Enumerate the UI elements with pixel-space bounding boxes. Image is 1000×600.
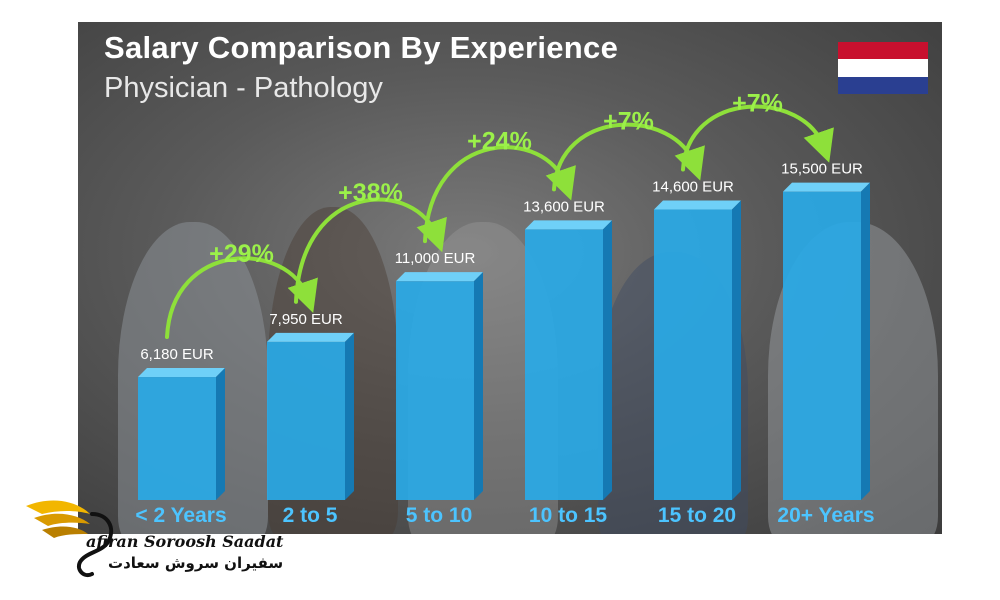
bar-front — [138, 377, 216, 500]
change-arrow-icon — [681, 104, 834, 172]
change-label: +29% — [209, 240, 274, 268]
category-label: < 2 Years — [135, 504, 226, 527]
value-label: 14,600 EUR — [652, 179, 734, 196]
chart-title: Salary Comparison By Experience — [104, 30, 619, 65]
bar — [783, 182, 870, 500]
bar-top — [267, 332, 354, 342]
bar — [654, 200, 741, 500]
flag-stripe-red — [838, 42, 928, 60]
category-label: 5 to 10 — [406, 504, 473, 527]
value-label: 6,180 EUR — [140, 346, 214, 363]
value-label: 13,600 EUR — [523, 198, 605, 215]
netherlands-flag-icon — [838, 42, 928, 94]
change-arrow-icon — [423, 145, 576, 244]
bar-side — [861, 182, 870, 500]
flag-stripe-blue — [838, 76, 928, 94]
change-label: +38% — [338, 179, 403, 207]
value-label: 7,950 EUR — [269, 311, 343, 328]
bar — [525, 220, 612, 500]
logo-persian-text: سفیران سروش سعادت — [108, 554, 284, 572]
bar-front — [267, 341, 345, 500]
chart-subtitle: Physician - Pathology — [104, 72, 383, 104]
change-arrow-icon — [294, 197, 447, 304]
category-label: 2 to 5 — [283, 504, 338, 527]
bar — [396, 272, 483, 500]
category-label: 15 to 20 — [658, 504, 736, 527]
bar-front — [783, 191, 861, 500]
bar-top — [525, 220, 612, 230]
chart-panel: 6,180 EUR < 2 Years 7,950 EUR 2 to 5 11,000 … — [78, 22, 942, 534]
change-label: +7% — [603, 108, 654, 136]
bar-chart: 6,180 EUR < 2 Years 7,950 EUR 2 to 5 11,000 … — [135, 90, 874, 527]
bar-side — [474, 272, 483, 500]
logo-english-text: afiran Soroosh Saadat — [86, 532, 284, 551]
flag-stripe-white — [838, 59, 928, 77]
wing-logo-icon — [26, 500, 114, 577]
change-arrow-icon — [552, 122, 705, 192]
category-label: 10 to 15 — [529, 504, 608, 527]
bar-front — [654, 209, 732, 500]
change-arrow-icon — [165, 256, 318, 340]
bar-front — [396, 281, 474, 500]
bar-front — [525, 229, 603, 500]
bar-side — [603, 220, 612, 500]
bar-top — [783, 182, 870, 192]
bar-top — [654, 200, 741, 210]
bar-top — [138, 368, 225, 378]
value-label: 15,500 EUR — [781, 161, 863, 178]
bar — [267, 332, 354, 500]
bar-side — [216, 368, 225, 500]
company-logo: afiran Soroosh Saadat سفیران سروش سعادت — [20, 492, 300, 592]
category-label: 20+ Years — [777, 504, 874, 527]
bar — [138, 368, 225, 500]
change-label: +24% — [467, 127, 532, 155]
change-label: +7% — [732, 90, 783, 118]
bar-side — [345, 332, 354, 500]
bar-top — [396, 272, 483, 282]
bar-side — [732, 200, 741, 500]
value-label: 11,000 EUR — [395, 250, 476, 267]
